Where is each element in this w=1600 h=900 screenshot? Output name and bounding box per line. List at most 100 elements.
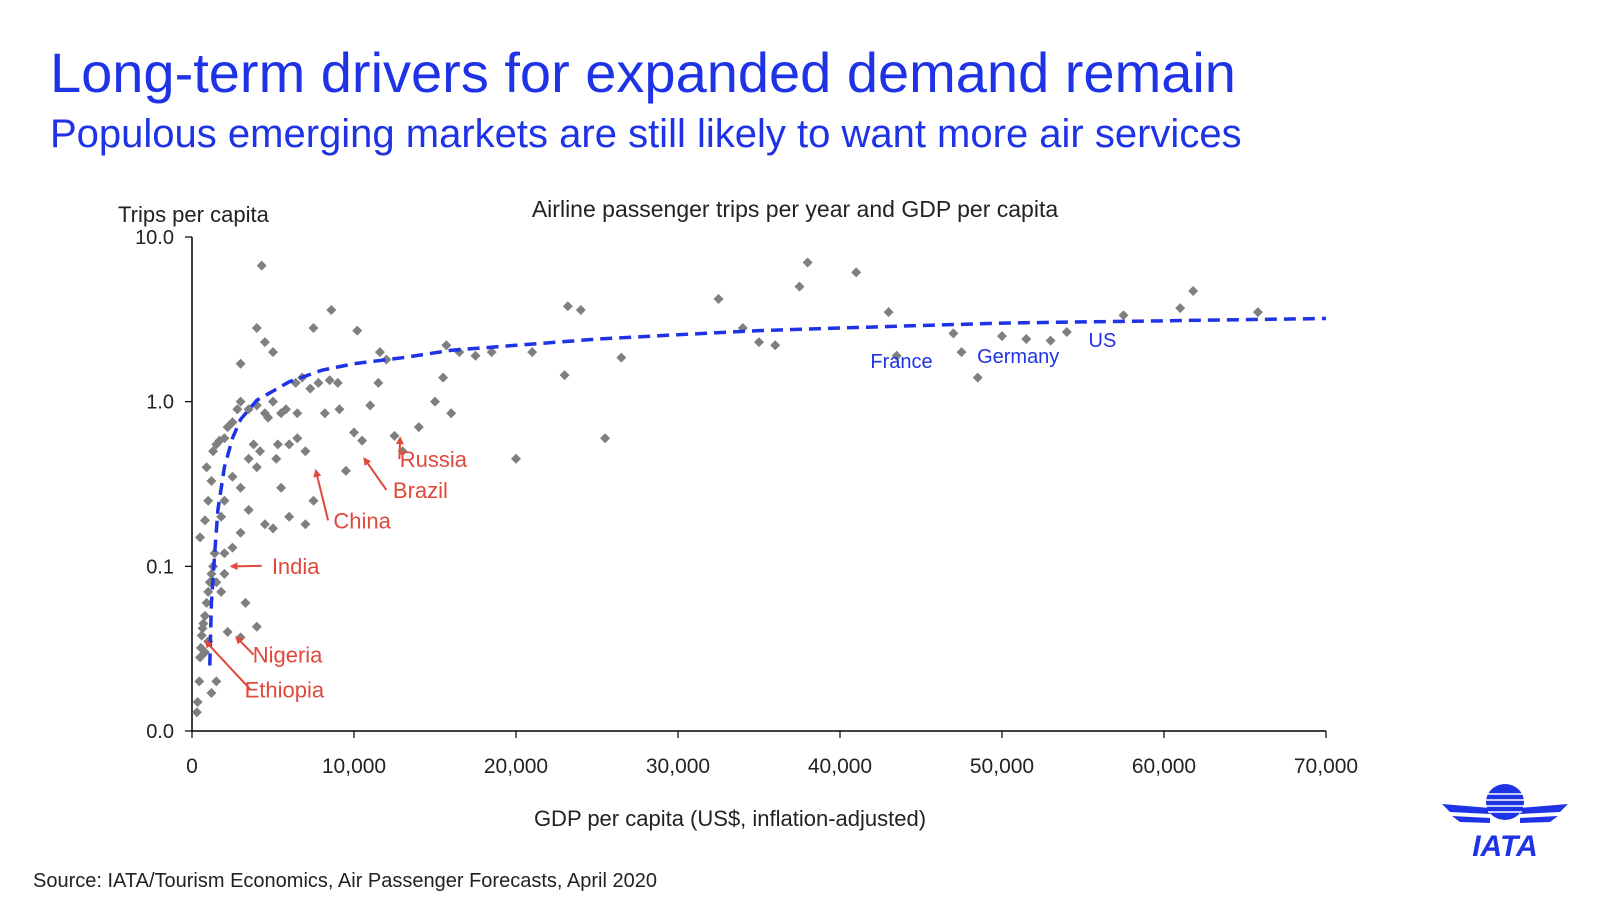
- data-point: [216, 511, 227, 522]
- data-point: [240, 597, 251, 608]
- y-tick-label: 0.1: [146, 556, 174, 578]
- data-point: [222, 626, 233, 637]
- y-tick-label: 10.0: [135, 227, 174, 249]
- annotation-label: Nigeria: [253, 643, 323, 668]
- data-point: [290, 377, 301, 388]
- source-note: Source: IATA/Tourism Economics, Air Pass…: [33, 870, 657, 892]
- data-point: [251, 462, 262, 473]
- data-point: [794, 281, 805, 292]
- data-point: [997, 331, 1007, 342]
- annotation-arrow: [313, 468, 330, 521]
- data-point: [292, 433, 303, 444]
- data-point: [284, 511, 295, 522]
- data-point: [891, 350, 902, 361]
- data-point: [305, 383, 316, 394]
- data-point: [562, 301, 573, 312]
- data-point: [268, 396, 278, 407]
- x-tick-label: 50,000: [970, 755, 1034, 778]
- data-point: [232, 404, 243, 415]
- data-point: [243, 504, 254, 515]
- x-tick-label: 60,000: [1132, 755, 1196, 778]
- annotation-arrow: [363, 457, 388, 491]
- data-point: [389, 430, 400, 441]
- data-point: [280, 404, 291, 415]
- data-point: [381, 354, 392, 365]
- annotation-label: Brazil: [393, 478, 448, 503]
- data-point: [470, 350, 481, 361]
- data-point: [1175, 303, 1186, 314]
- data-point: [256, 260, 267, 271]
- annotation-label: France: [870, 351, 932, 373]
- data-point: [308, 495, 319, 506]
- data-point: [1061, 326, 1072, 337]
- data-point: [1118, 310, 1129, 321]
- data-point: [255, 446, 266, 457]
- data-point: [324, 375, 335, 386]
- annotation-label: Germany: [977, 346, 1059, 368]
- data-point: [208, 446, 219, 457]
- data-point: [754, 337, 764, 348]
- x-tick-label: 30,000: [646, 755, 710, 778]
- data-point: [486, 347, 497, 358]
- data-point: [219, 568, 230, 579]
- data-point: [713, 294, 724, 305]
- annotation-arrow: [235, 636, 255, 656]
- iata-logo-text: IATA: [1472, 830, 1538, 860]
- data-point: [308, 323, 319, 334]
- scatter-points: [191, 257, 1263, 718]
- data-point: [575, 305, 586, 316]
- data-point: [292, 408, 303, 419]
- data-point: [600, 433, 611, 444]
- data-point: [248, 439, 259, 450]
- chart-axes: 0 10,000 20,000 30,000 40,000 50,000 60,000 70,…: [135, 227, 1358, 778]
- data-point: [972, 372, 983, 383]
- data-point: [883, 307, 894, 318]
- scatter-chart: Airline passenger trips per year and GDP…: [118, 196, 1358, 831]
- data-point: [446, 408, 457, 419]
- y-axis-label: Trips per capita: [118, 202, 270, 227]
- data-point: [203, 495, 214, 506]
- data-point: [209, 548, 220, 559]
- data-point: [802, 257, 813, 268]
- data-point: [235, 527, 246, 538]
- data-point: [334, 404, 345, 415]
- data-point: [199, 610, 210, 621]
- data-point: [349, 427, 359, 438]
- data-point: [243, 453, 254, 464]
- data-point: [219, 548, 230, 559]
- data-point: [527, 347, 538, 358]
- data-point: [235, 396, 246, 407]
- data-point: [373, 377, 384, 388]
- data-point: [276, 482, 287, 493]
- data-point: [227, 417, 238, 428]
- data-point: [251, 621, 262, 632]
- data-point: [227, 542, 238, 553]
- trendline-group: [208, 316, 1327, 666]
- data-point: [206, 688, 217, 699]
- page-subtitle: Populous emerging markets are still like…: [50, 112, 1242, 156]
- x-tick-label: 20,000: [484, 755, 548, 778]
- x-tick-label: 0: [186, 755, 198, 778]
- data-point: [199, 515, 210, 526]
- data-point: [438, 372, 449, 383]
- data-point: [1021, 334, 1032, 345]
- data-point: [219, 433, 230, 444]
- data-point: [770, 340, 781, 351]
- data-point: [191, 707, 202, 718]
- data-point: [1252, 307, 1263, 318]
- data-point: [216, 586, 227, 597]
- iata-logo: IATA: [1442, 784, 1568, 860]
- y-tick-label: 0.0: [146, 721, 174, 743]
- data-point: [616, 352, 627, 363]
- x-tick-label: 10,000: [322, 755, 386, 778]
- data-point: [251, 323, 262, 334]
- data-point: [199, 647, 210, 658]
- data-point: [326, 305, 337, 316]
- data-point: [374, 347, 385, 358]
- data-point: [313, 377, 324, 388]
- data-point: [956, 347, 967, 358]
- annotation-arrow: [395, 436, 404, 460]
- data-point: [235, 358, 246, 369]
- data-point: [211, 676, 222, 687]
